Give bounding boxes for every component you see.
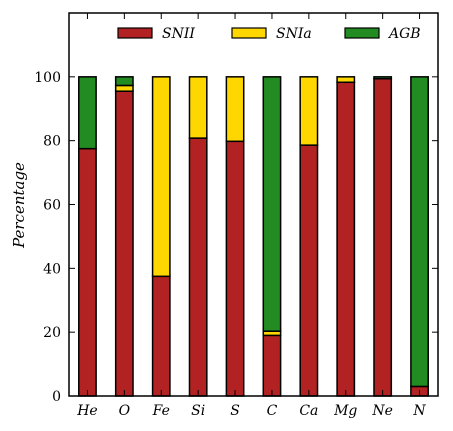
legend-item-snii: SNII bbox=[117, 26, 195, 42]
x-tick-label-fe: Fe bbox=[152, 403, 170, 419]
bar-c-agb bbox=[262, 76, 282, 332]
bar-ne-agb bbox=[373, 76, 393, 80]
bar-ca-snia bbox=[299, 76, 319, 146]
legend-swatch-snii bbox=[117, 27, 153, 39]
legend-item-agb: AGB bbox=[344, 26, 421, 42]
bars-layer: He O Fe Si S C Ca Mg Ne N bbox=[76, 76, 429, 419]
legend-label-agb: AGB bbox=[387, 26, 421, 42]
y-tick-label-80: 80 bbox=[43, 134, 61, 150]
x-tick-label-c: C bbox=[267, 403, 278, 419]
legend: SNII SNIa AGB bbox=[117, 26, 421, 42]
bar-ca-snii bbox=[299, 144, 319, 397]
legend-label-snii: SNII bbox=[162, 26, 195, 42]
x-tick-label-si: Si bbox=[191, 403, 205, 419]
ticks-layer: 0 20 40 60 80 100 bbox=[34, 13, 438, 405]
y-tick-label-0: 0 bbox=[52, 389, 61, 405]
legend-label-snia: SNIa bbox=[276, 26, 312, 42]
bar-si-snia bbox=[188, 76, 208, 139]
x-tick-label-ca: Ca bbox=[299, 403, 318, 419]
plot-frame bbox=[68, 12, 439, 397]
bar-n-agb bbox=[410, 76, 429, 388]
bar-o-snii bbox=[114, 90, 134, 397]
y-tick-label-40: 40 bbox=[43, 261, 61, 277]
x-tick-label-he: He bbox=[76, 403, 98, 419]
bar-o-snia bbox=[114, 84, 134, 92]
bar-group-c: C bbox=[262, 76, 282, 419]
bar-group-o: O bbox=[114, 76, 134, 419]
bar-mg-snii bbox=[336, 81, 356, 397]
bar-s-snii bbox=[225, 140, 245, 397]
bar-c-snii bbox=[262, 334, 282, 397]
bar-he-agb bbox=[78, 76, 97, 150]
bar-group-s: S bbox=[225, 76, 245, 419]
x-tick-label-o: O bbox=[119, 403, 131, 419]
bar-s-snia bbox=[225, 76, 245, 143]
x-tick-label-s: S bbox=[230, 403, 240, 419]
legend-item-snia: SNIa bbox=[231, 26, 312, 42]
bar-group-si: Si bbox=[188, 76, 208, 419]
bar-group-n: N bbox=[410, 76, 429, 419]
legend-swatch-agb bbox=[344, 27, 380, 39]
bar-group-ne: Ne bbox=[371, 76, 393, 419]
bar-mg-snia bbox=[336, 76, 356, 84]
y-tick-label-100: 100 bbox=[34, 70, 61, 86]
bar-group-fe: Fe bbox=[151, 76, 171, 419]
bar-si-snii bbox=[188, 137, 208, 397]
legend-swatch-snia bbox=[231, 27, 267, 39]
x-tick-label-mg: Mg bbox=[333, 403, 357, 419]
bar-group-ca: Ca bbox=[299, 76, 319, 419]
bar-group-he: He bbox=[76, 76, 98, 419]
x-tick-label-n: N bbox=[412, 403, 426, 419]
bar-he-snii bbox=[78, 147, 97, 397]
y-axis-label: Percentage bbox=[10, 162, 28, 249]
y-tick-label-20: 20 bbox=[43, 325, 61, 341]
bar-group-mg: Mg bbox=[333, 76, 357, 419]
y-tick-label-60: 60 bbox=[43, 198, 61, 214]
bar-fe-snia bbox=[151, 76, 171, 278]
x-tick-label-ne: Ne bbox=[371, 403, 393, 419]
y-axis-label-group: Percentage bbox=[10, 162, 28, 249]
bar-fe-snii bbox=[151, 275, 171, 397]
bar-ne-snii bbox=[373, 78, 393, 397]
bar-o-agb bbox=[114, 76, 134, 87]
